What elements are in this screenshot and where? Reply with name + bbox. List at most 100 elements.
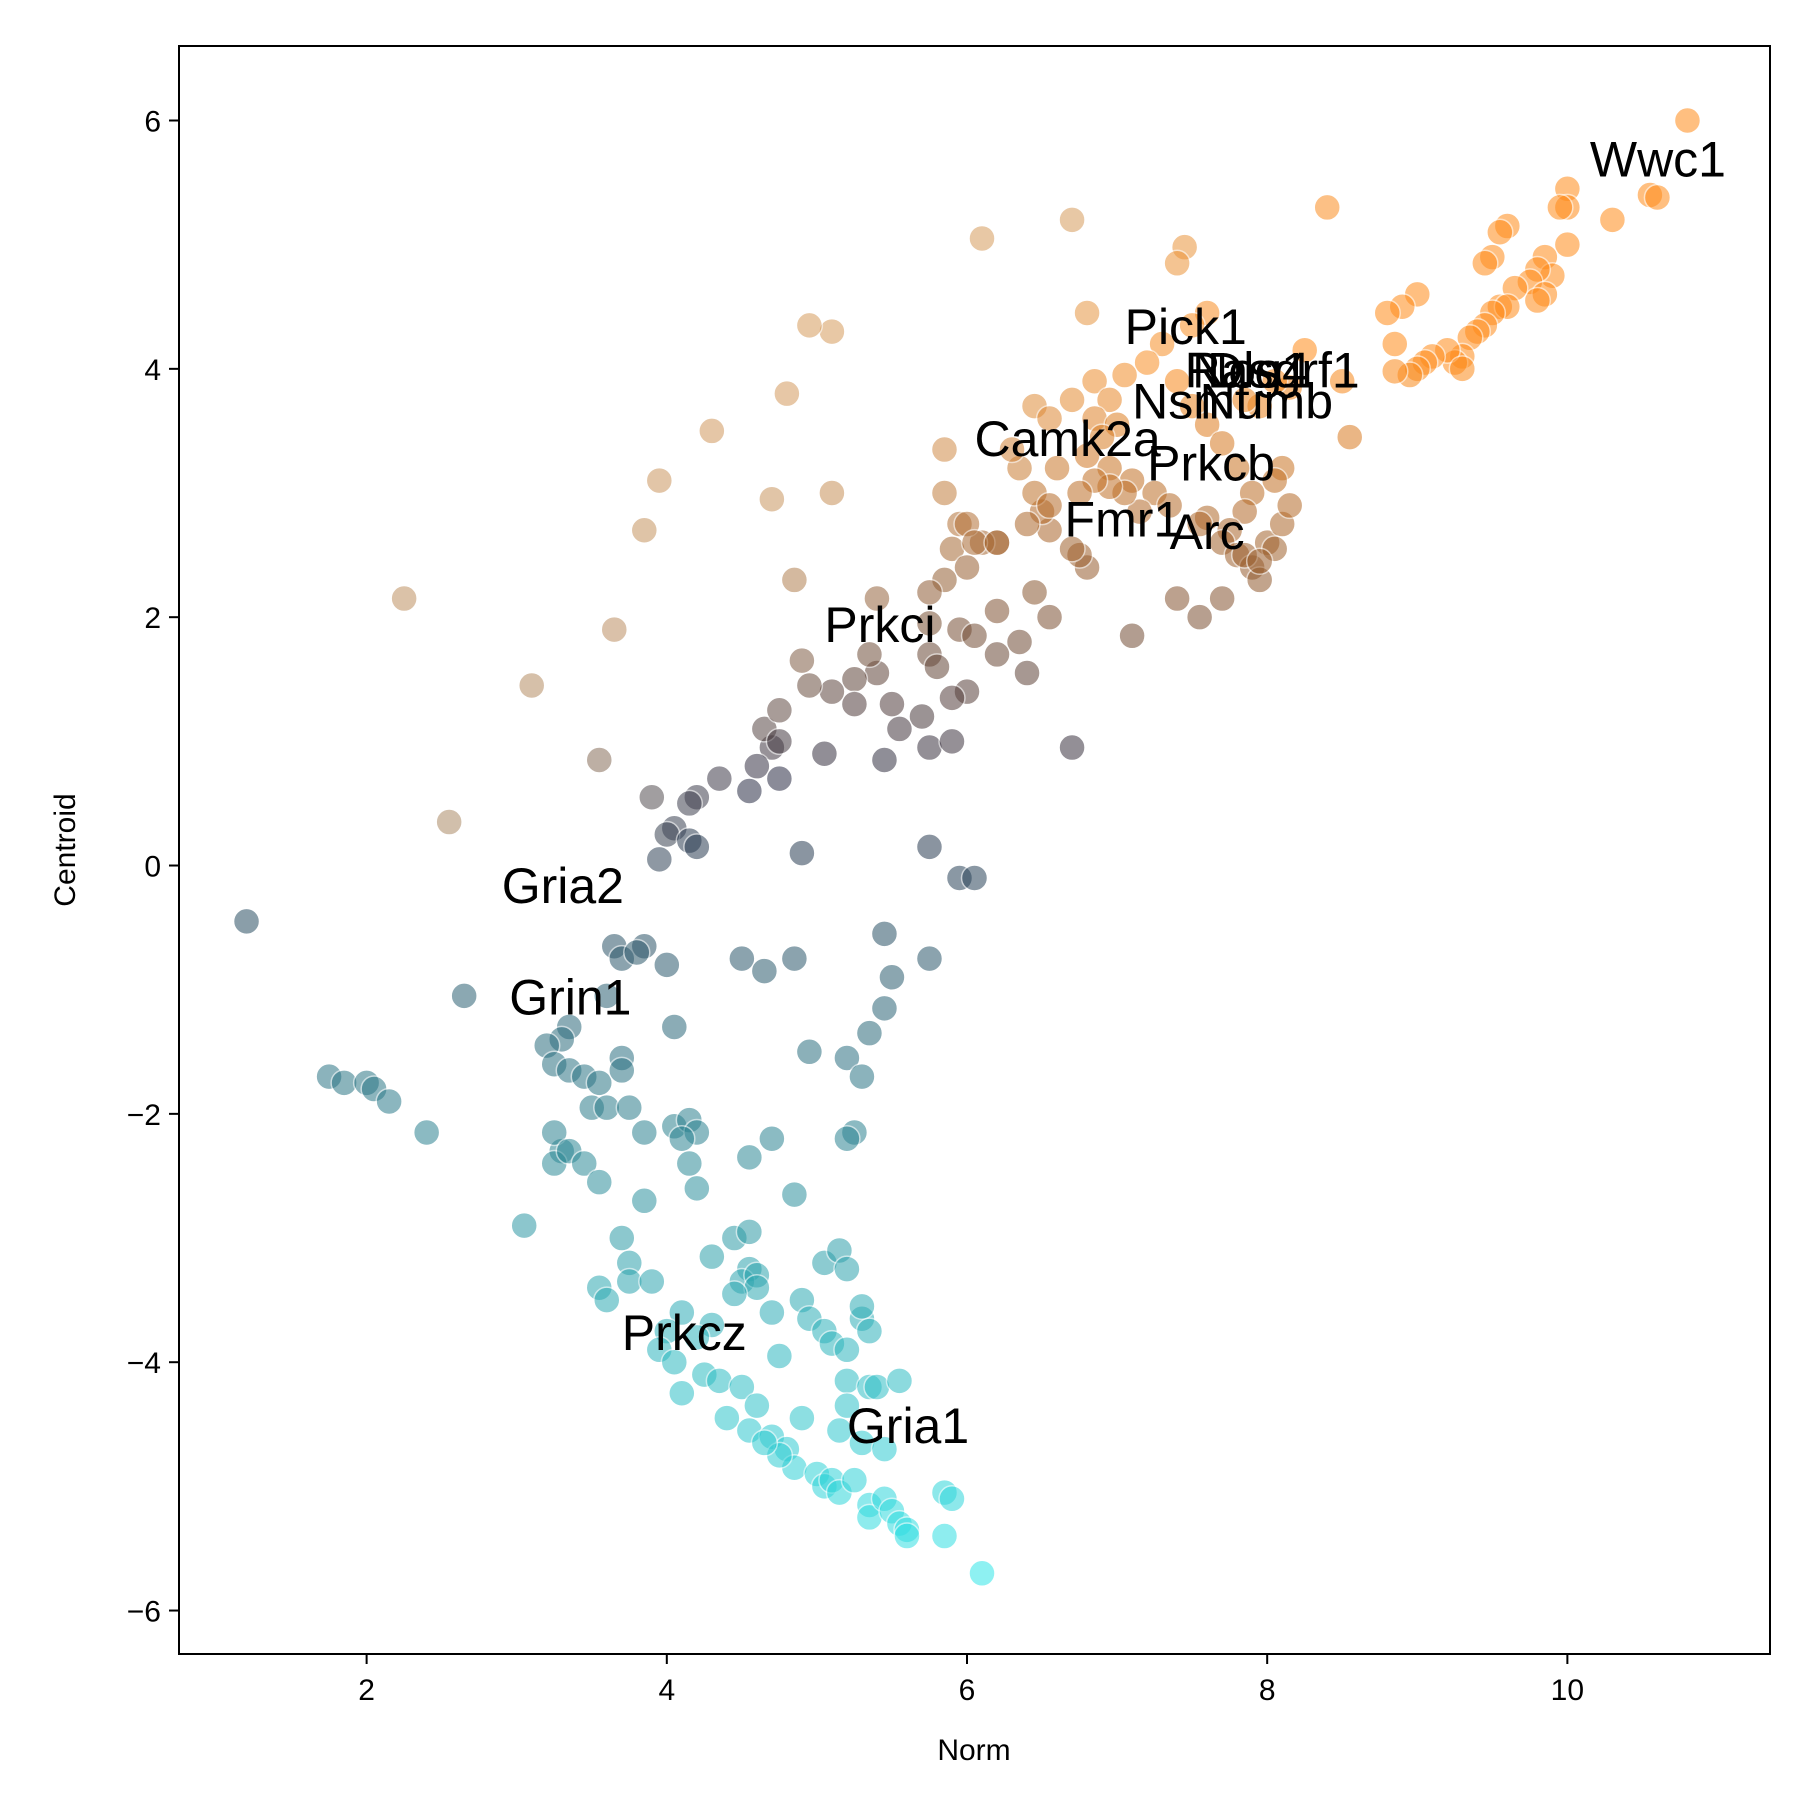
point-annotation: Grin1 bbox=[509, 970, 631, 1026]
data-point bbox=[743, 752, 771, 780]
data-point bbox=[585, 746, 614, 774]
y-axis: −6 −4 −2 0 2 4 6 bbox=[127, 106, 179, 1629]
point-annotation: Gria2 bbox=[502, 858, 624, 914]
y-tick-label: 0 bbox=[144, 851, 161, 884]
point-annotation: Camk2a bbox=[975, 411, 1161, 467]
data-point bbox=[758, 1298, 786, 1327]
data-point bbox=[1523, 286, 1552, 315]
data-point bbox=[833, 1124, 861, 1153]
data-point bbox=[870, 746, 899, 774]
data-point bbox=[1230, 386, 1259, 414]
data-point bbox=[1043, 454, 1071, 482]
data-point bbox=[1275, 491, 1304, 520]
data-point bbox=[1260, 466, 1289, 495]
data-point bbox=[983, 597, 1011, 625]
data-point bbox=[517, 671, 546, 700]
data-point bbox=[833, 1044, 861, 1072]
data-point bbox=[608, 1224, 636, 1252]
data-point bbox=[1133, 348, 1161, 377]
data-point bbox=[412, 1118, 441, 1147]
data-point bbox=[1471, 249, 1499, 278]
data-point bbox=[570, 1149, 599, 1178]
data-point bbox=[1260, 367, 1289, 396]
data-point bbox=[638, 783, 666, 811]
data-point bbox=[1065, 479, 1094, 507]
data-point bbox=[1245, 547, 1274, 576]
data-point bbox=[983, 640, 1011, 669]
point-annotation: Prkci bbox=[824, 597, 935, 653]
data-point bbox=[998, 435, 1026, 464]
data-point bbox=[840, 1466, 869, 1494]
data-point bbox=[893, 1522, 921, 1550]
data-point bbox=[593, 1286, 621, 1314]
data-point bbox=[698, 417, 726, 445]
data-point bbox=[623, 938, 651, 967]
data-point bbox=[1381, 357, 1409, 386]
data-point bbox=[795, 311, 824, 340]
data-point bbox=[960, 864, 989, 892]
data-point bbox=[510, 1211, 538, 1240]
data-point bbox=[1058, 206, 1086, 234]
data-point bbox=[232, 907, 261, 936]
data-point bbox=[1335, 423, 1364, 451]
data-point bbox=[720, 1280, 749, 1308]
data-point bbox=[1553, 230, 1582, 259]
data-point bbox=[780, 566, 809, 594]
data-point bbox=[750, 1429, 779, 1457]
point-annotation: Dlg4 bbox=[1207, 342, 1310, 398]
data-point bbox=[915, 833, 944, 861]
data-point bbox=[675, 1149, 704, 1178]
data-point bbox=[608, 1056, 636, 1085]
data-point bbox=[1035, 404, 1064, 433]
annotations-layer: Wwc1Pick1Rasgrf1Dlg4Nos1NsmfNumbCamk2aPr… bbox=[502, 131, 1726, 1454]
data-point bbox=[1448, 355, 1477, 383]
data-point bbox=[435, 808, 463, 836]
data-point bbox=[938, 1485, 966, 1513]
data-point bbox=[1013, 510, 1041, 538]
point-annotation: Numb bbox=[1200, 374, 1333, 430]
data-point bbox=[795, 671, 824, 700]
data-point bbox=[705, 764, 734, 793]
data-point bbox=[923, 653, 951, 681]
data-point bbox=[968, 224, 996, 253]
data-point bbox=[788, 839, 816, 867]
data-point bbox=[683, 1323, 711, 1352]
data-point bbox=[1148, 330, 1176, 358]
data-point bbox=[540, 1118, 568, 1147]
data-point bbox=[1290, 336, 1319, 364]
data-point bbox=[773, 379, 801, 408]
data-point bbox=[1058, 535, 1086, 563]
data-point bbox=[855, 1317, 884, 1345]
data-point bbox=[750, 957, 779, 985]
data-point bbox=[1118, 622, 1146, 650]
data-point bbox=[1486, 218, 1514, 247]
data-point bbox=[593, 982, 621, 1010]
data-point bbox=[660, 1013, 689, 1041]
data-point bbox=[600, 615, 629, 644]
data-point bbox=[375, 1087, 403, 1116]
data-point bbox=[833, 1391, 861, 1420]
data-point bbox=[938, 684, 966, 712]
data-point bbox=[728, 944, 756, 973]
data-point bbox=[930, 1522, 959, 1550]
data-point bbox=[630, 516, 659, 545]
data-point bbox=[833, 1336, 861, 1364]
data-point bbox=[870, 994, 899, 1023]
data-point bbox=[825, 1416, 854, 1445]
data-point bbox=[1088, 423, 1116, 451]
data-point bbox=[840, 665, 869, 694]
data-point bbox=[833, 1255, 861, 1283]
data-point bbox=[788, 646, 816, 675]
data-point bbox=[728, 1373, 756, 1401]
data-point bbox=[390, 584, 418, 613]
y-tick-label: −4 bbox=[127, 1347, 161, 1380]
data-point bbox=[713, 1404, 741, 1432]
data-point bbox=[743, 1391, 771, 1420]
data-point bbox=[1373, 299, 1402, 327]
y-tick-label: −2 bbox=[127, 1099, 161, 1132]
data-point bbox=[848, 1062, 876, 1091]
data-point bbox=[1073, 442, 1101, 470]
x-axis-label: Norm bbox=[937, 1734, 1010, 1767]
data-point bbox=[1163, 584, 1191, 613]
data-point bbox=[1381, 330, 1409, 358]
